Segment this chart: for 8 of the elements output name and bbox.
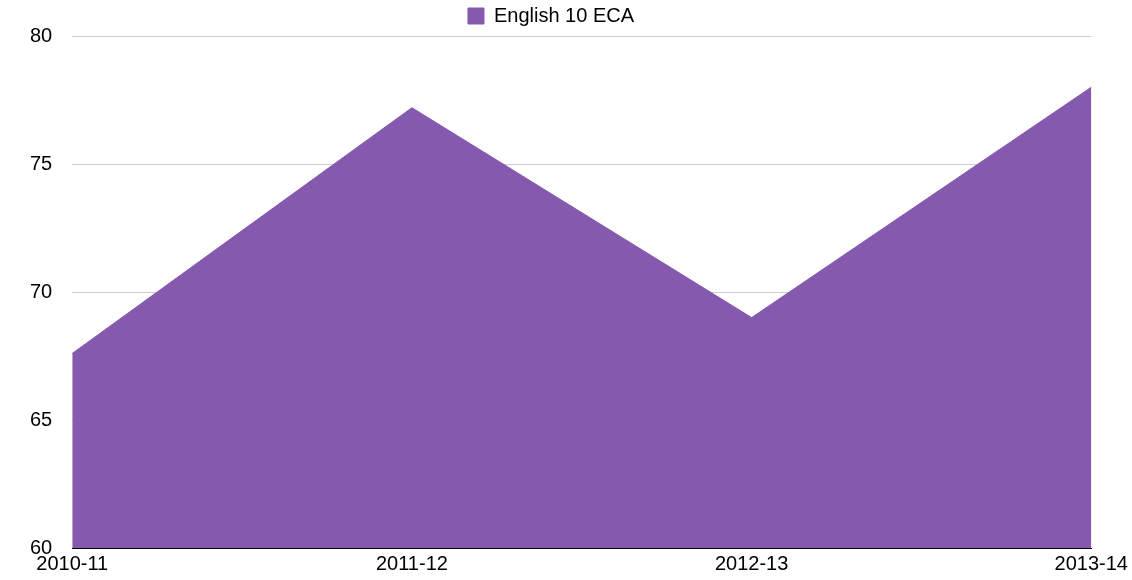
x-tick-label: 2013-14: [1054, 551, 1128, 574]
y-tick-label: 65: [30, 407, 53, 430]
legend-label: English 10 ECA: [493, 3, 635, 26]
x-tick-label: 2012-13: [714, 551, 789, 574]
x-tick-label: 2011-12: [375, 551, 448, 574]
y-tick-label: 70: [30, 279, 53, 302]
y-tick-label: 80: [30, 23, 53, 46]
y-tick-label: 75: [30, 151, 53, 174]
